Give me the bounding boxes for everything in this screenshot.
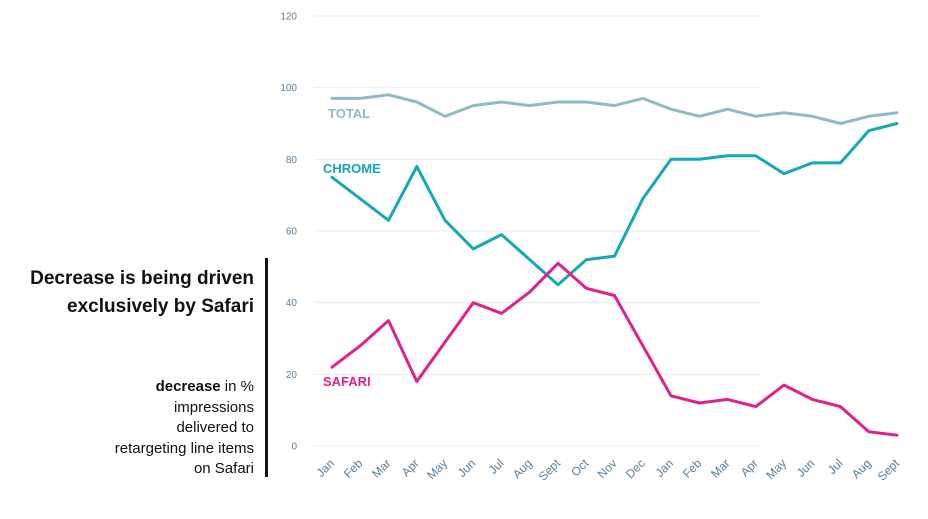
- x-tick-18: Jul: [825, 456, 846, 477]
- y-tick-60: 60: [286, 227, 298, 238]
- y-axis-labels: 0 20 40 60 80 100 120: [280, 12, 297, 453]
- x-tick-2: Mar: [369, 456, 394, 481]
- series-line-safari: [330, 261, 899, 437]
- x-tick-1: Feb: [341, 456, 366, 481]
- series-line-chrome: [330, 122, 899, 287]
- y-tick-20: 20: [286, 370, 298, 381]
- series-label-total: TOTAL: [328, 106, 370, 121]
- series-labels: TOTAL CHROME SAFARI: [323, 106, 381, 389]
- x-tick-16: May: [763, 456, 789, 482]
- x-tick-14: Mar: [708, 456, 733, 481]
- x-tick-17: Jun: [794, 456, 818, 480]
- x-tick-10: Nov: [595, 456, 620, 481]
- y-tick-80: 80: [286, 155, 298, 166]
- headline: Decrease is being driven exclusively by …: [30, 268, 254, 317]
- x-tick-6: Jul: [486, 456, 507, 477]
- caption-emphasis: decrease: [155, 378, 221, 395]
- x-tick-13: Feb: [680, 456, 705, 481]
- grid-lines: [314, 15, 760, 447]
- x-tick-8: Sept: [536, 456, 564, 484]
- divider-bar: [265, 258, 268, 477]
- caption-text: in % impressions delivered to retargetin…: [114, 378, 254, 477]
- x-tick-12: Jan: [653, 456, 677, 480]
- x-tick-9: Oct: [568, 456, 592, 480]
- x-tick-19: Aug: [849, 456, 874, 481]
- x-tick-11: Dec: [623, 456, 648, 481]
- x-tick-4: May: [424, 456, 450, 482]
- x-tick-5: Jun: [455, 456, 479, 480]
- y-tick-100: 100: [280, 83, 297, 94]
- y-tick-40: 40: [286, 298, 298, 309]
- y-tick-120: 120: [280, 12, 297, 23]
- caption: decrease in % impressions delivered to r…: [114, 377, 254, 480]
- series-lines: [330, 93, 899, 437]
- series-label-chrome: CHROME: [323, 161, 381, 176]
- series-line-total: [330, 93, 899, 125]
- x-tick-20: Sept: [875, 456, 903, 484]
- x-tick-3: Apr: [399, 456, 422, 479]
- x-tick-15: Apr: [738, 456, 761, 479]
- x-axis-labels: Jan Feb Mar Apr May Jun Jul Aug Sept Oct Nov Dec Jan…: [314, 456, 903, 484]
- series-label-safari: SAFARI: [323, 374, 371, 389]
- x-tick-7: Aug: [510, 456, 535, 481]
- y-tick-0: 0: [291, 442, 297, 453]
- x-tick-0: Jan: [314, 456, 338, 480]
- left-panel: Decrease is being driven exclusively by …: [0, 0, 270, 519]
